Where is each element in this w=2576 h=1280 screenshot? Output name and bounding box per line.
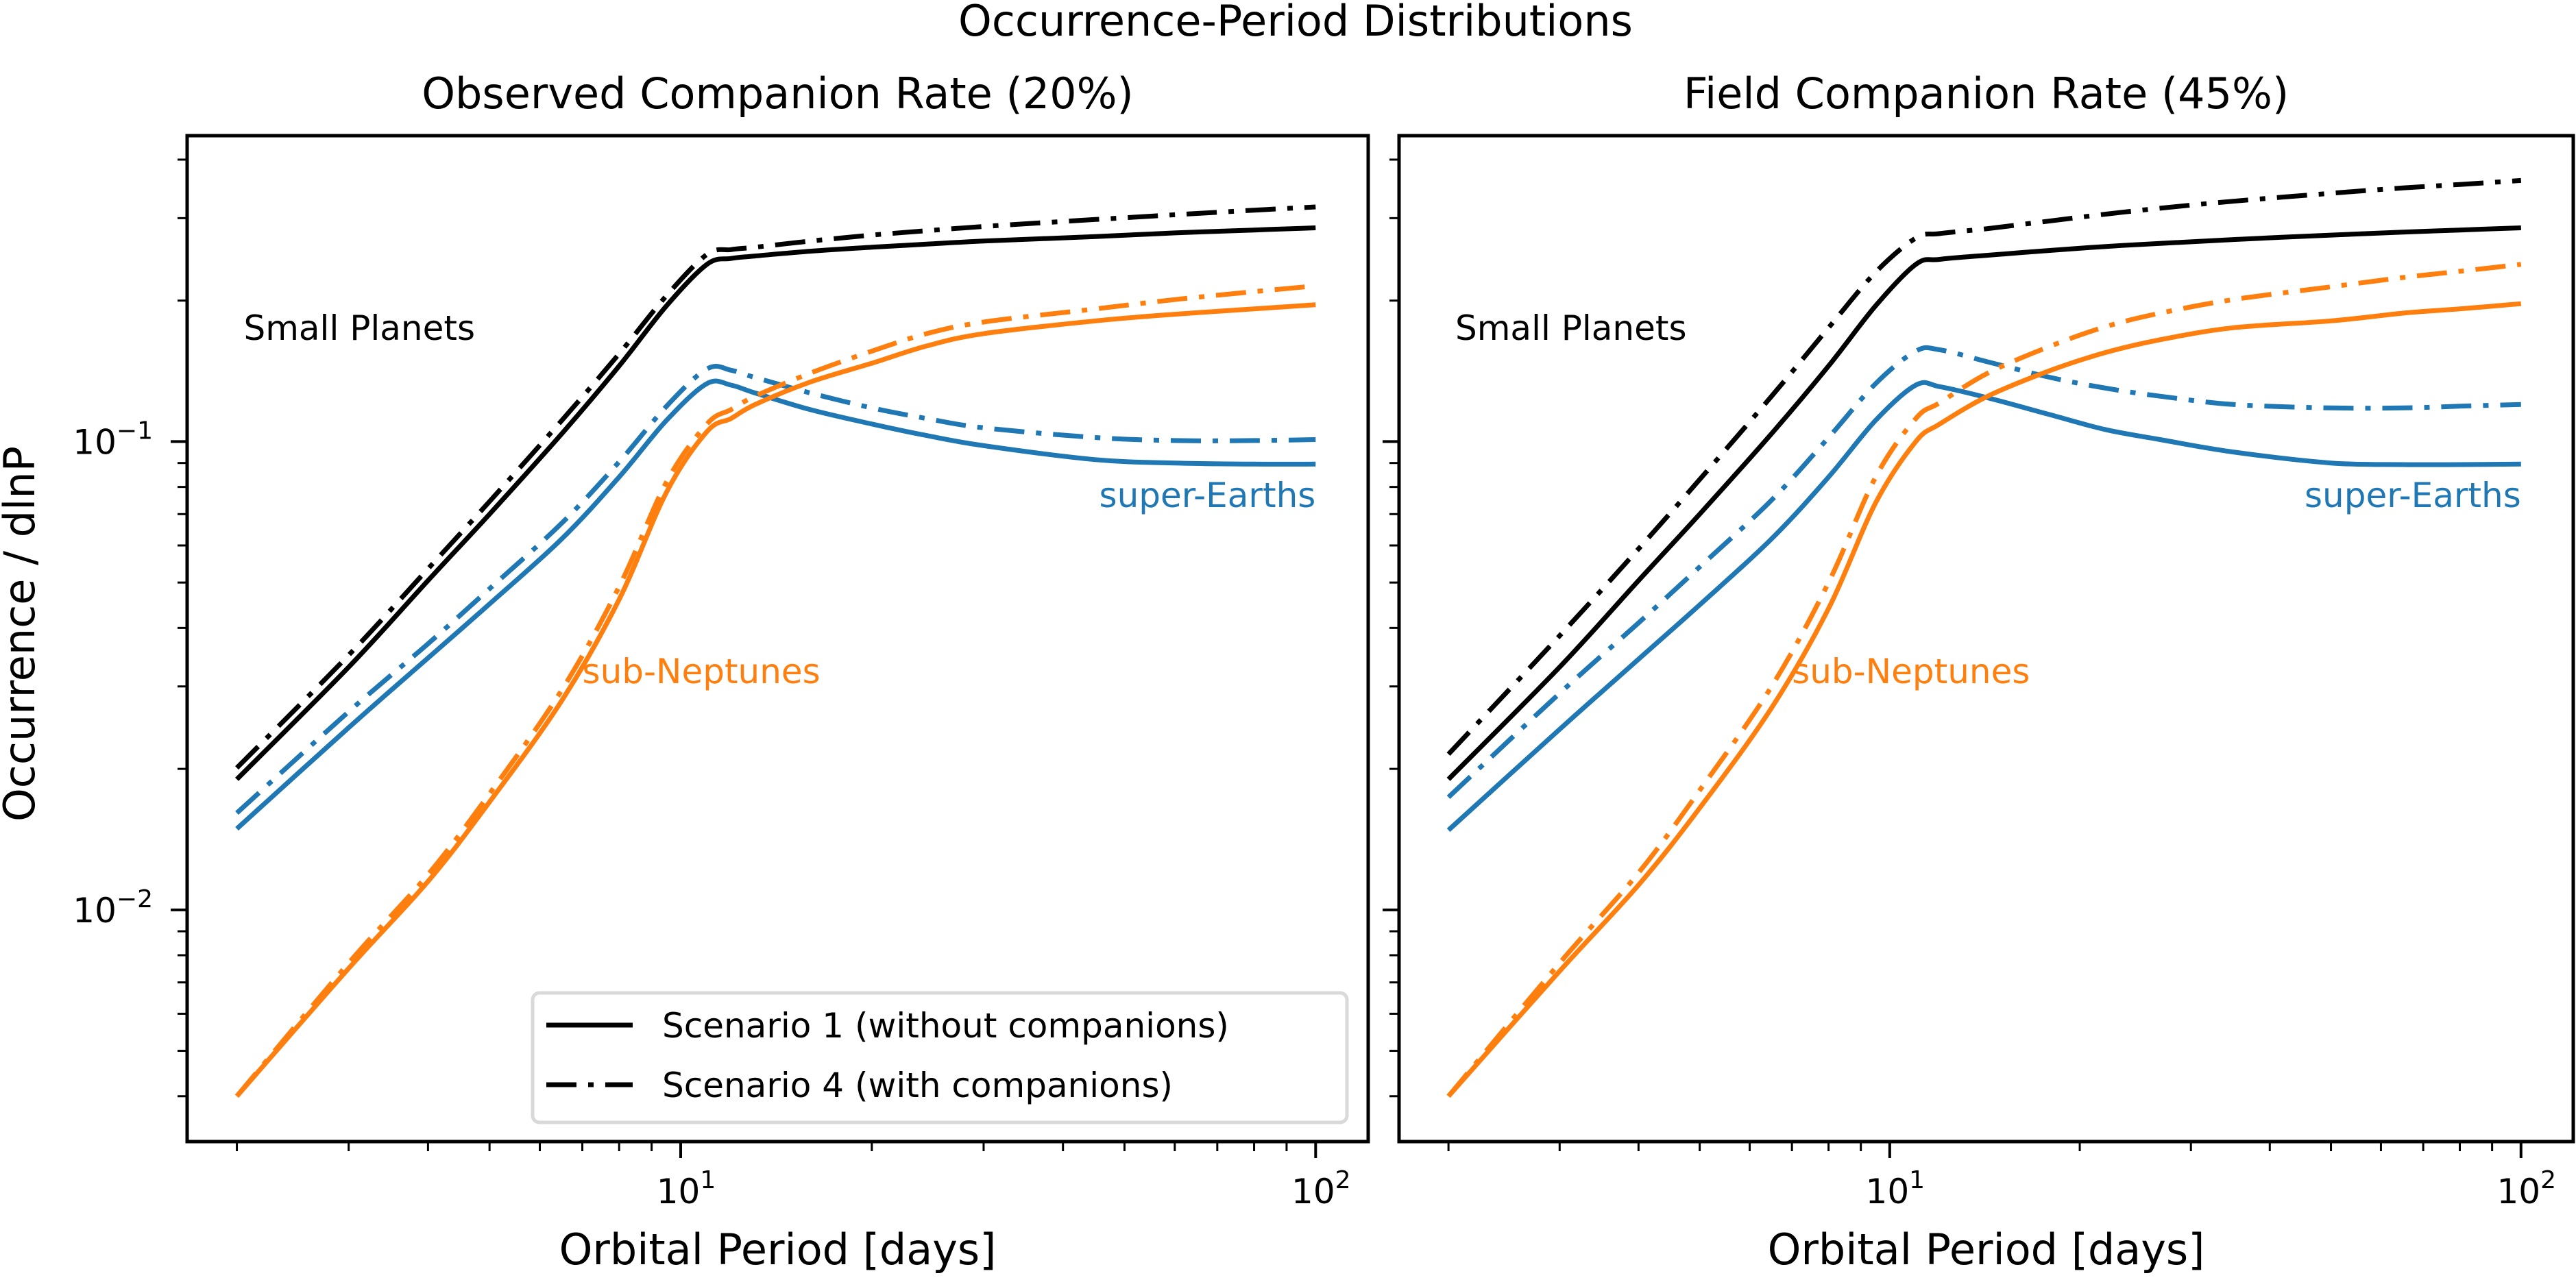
- x-axis-label: Orbital Period [days]: [1768, 1224, 2205, 1275]
- series-line-sub-neptunes-scenario-1: [234, 302, 1316, 1098]
- y-axis: 10−1 10−2: [73, 158, 187, 1098]
- series-line-super-earths-scenario-4: [1446, 345, 2521, 799]
- panel-title: Observed Companion Rate (20%): [422, 69, 1133, 119]
- x-axis: 101 102 Orbital Period [days]: [236, 1142, 1351, 1275]
- series-group: [1446, 177, 2522, 1098]
- series-line-small-planets-scenario-4: [1446, 177, 2522, 756]
- series-line-sub-neptunes-scenario-4: [1446, 262, 2522, 1098]
- panel-title: Field Companion Rate (45%): [1684, 69, 2289, 119]
- axes-frame: [1397, 134, 2575, 1144]
- legend-label: Scenario 1 (without companions): [662, 1006, 1229, 1046]
- annotation-small-planets: Small Planets: [243, 308, 475, 348]
- x-tick-label: 101: [1866, 1166, 1925, 1211]
- series-line-small-planets-scenario-4: [235, 204, 1316, 770]
- panel-field-companion-rate: Field Companion Rate (45%) Small Planets s…: [1383, 69, 2575, 1275]
- x-axis-label: Orbital Period [days]: [559, 1224, 997, 1275]
- panel-observed-companion-rate: Observed Companion Rate (20%) Small Plane…: [73, 69, 1370, 1275]
- series-line-sub-neptunes-scenario-4: [234, 283, 1316, 1098]
- series-group: [234, 204, 1316, 1098]
- figure-suptitle: Occurrence-Period Distributions: [958, 0, 1633, 46]
- x-tick-label: 101: [657, 1166, 716, 1211]
- annotation-sub-neptunes: sub-Neptunes: [583, 652, 821, 691]
- legend-frame: [531, 991, 1349, 1124]
- x-axis: 101 102 Orbital Period [days]: [1447, 1142, 2556, 1275]
- series-line-small-planets-scenario-1: [1446, 225, 2521, 781]
- annotation-sub-neptunes: sub-Neptunes: [1792, 652, 2030, 691]
- series-line-super-earths-scenario-1: [1446, 380, 2521, 833]
- x-tick-label: 102: [1291, 1166, 1351, 1211]
- y-axis-label: Occurrence / dlnP: [0, 446, 45, 822]
- series-line-small-planets-scenario-1: [235, 225, 1316, 781]
- series-line-super-earths-scenario-1: [235, 378, 1316, 831]
- annotation-super-earths: super-Earths: [1099, 476, 1316, 515]
- legend: Scenario 1 (without companions) Scenario …: [531, 991, 1349, 1124]
- annotation-small-planets: Small Planets: [1455, 308, 1687, 348]
- annotation-super-earths: super-Earths: [2305, 476, 2521, 515]
- axes-frame: [185, 134, 1370, 1144]
- y-tick-label: 10−1: [73, 417, 153, 462]
- series-line-sub-neptunes-scenario-1: [1446, 301, 2522, 1098]
- series-line-super-earths-scenario-4: [235, 364, 1316, 815]
- legend-label: Scenario 4 (with companions): [662, 1066, 1173, 1105]
- y-tick-label: 10−2: [73, 885, 153, 931]
- x-tick-label: 102: [2496, 1166, 2556, 1211]
